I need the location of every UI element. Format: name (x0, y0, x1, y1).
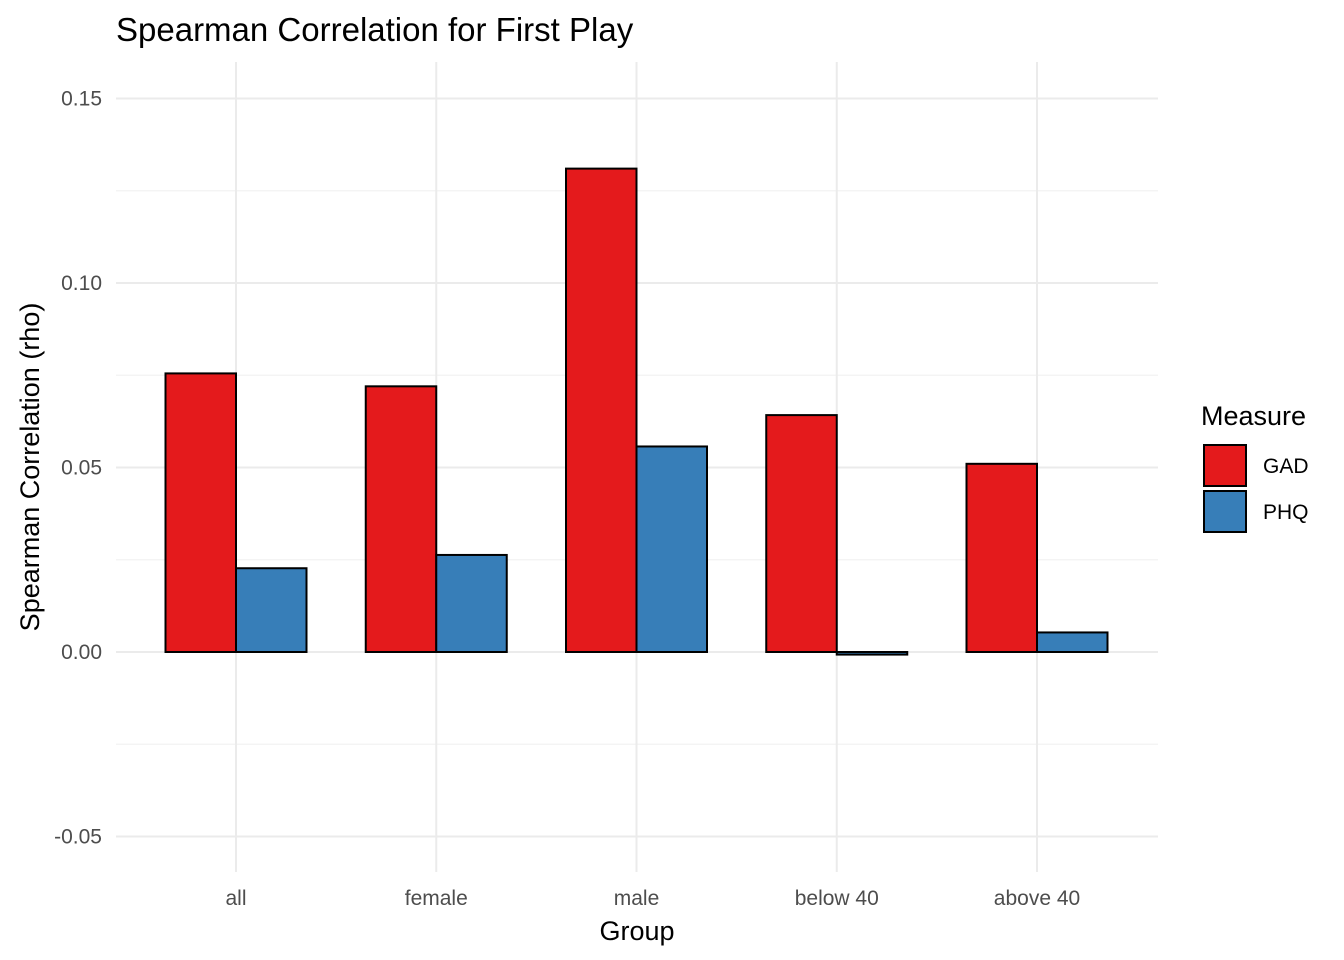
bar-gad-male (565, 167, 638, 654)
legend-label-phq: PHQ (1263, 501, 1309, 524)
x-axis-ticks: all female male below 40 above 40 (225, 887, 1080, 910)
bar-gad-below-40 (765, 414, 838, 653)
bar-phq-female (435, 553, 508, 653)
x-tick-label: above 40 (994, 887, 1080, 910)
x-tick-label: all (225, 887, 246, 910)
x-tick-label: male (614, 887, 660, 910)
y-tick-label: 0.10 (61, 272, 102, 295)
y-axis-title: Spearman Correlation (rho) (15, 303, 45, 632)
y-tick-label: 0.00 (61, 641, 102, 664)
legend-key-phq (1203, 490, 1247, 533)
bar-phq-male (635, 445, 708, 654)
bar-gad-all (164, 372, 237, 653)
chart-title: Spearman Correlation for First Play (116, 11, 634, 48)
bar-phq-above-40 (1036, 631, 1109, 653)
bars (164, 167, 1109, 656)
legend-key-gad (1203, 444, 1247, 487)
bar-gad-above-40 (965, 462, 1038, 653)
bar-phq-below-40 (835, 651, 909, 656)
legend-items: GAD PHQ (1203, 444, 1309, 533)
legend-title: Measure (1201, 401, 1306, 431)
y-tick-label: -0.05 (54, 826, 102, 849)
legend: Measure GAD PHQ (1201, 401, 1309, 533)
x-axis-title: Group (599, 916, 674, 946)
bar-phq-all (235, 567, 308, 653)
legend-label-gad: GAD (1263, 455, 1309, 478)
x-tick-label: female (405, 887, 468, 910)
x-tick-label: below 40 (795, 887, 879, 910)
y-axis-ticks: -0.05 0.00 0.05 0.10 0.15 (54, 88, 102, 849)
y-tick-label: 0.05 (61, 457, 102, 480)
y-tick-label: 0.15 (61, 88, 102, 111)
bar-gad-female (364, 385, 438, 653)
